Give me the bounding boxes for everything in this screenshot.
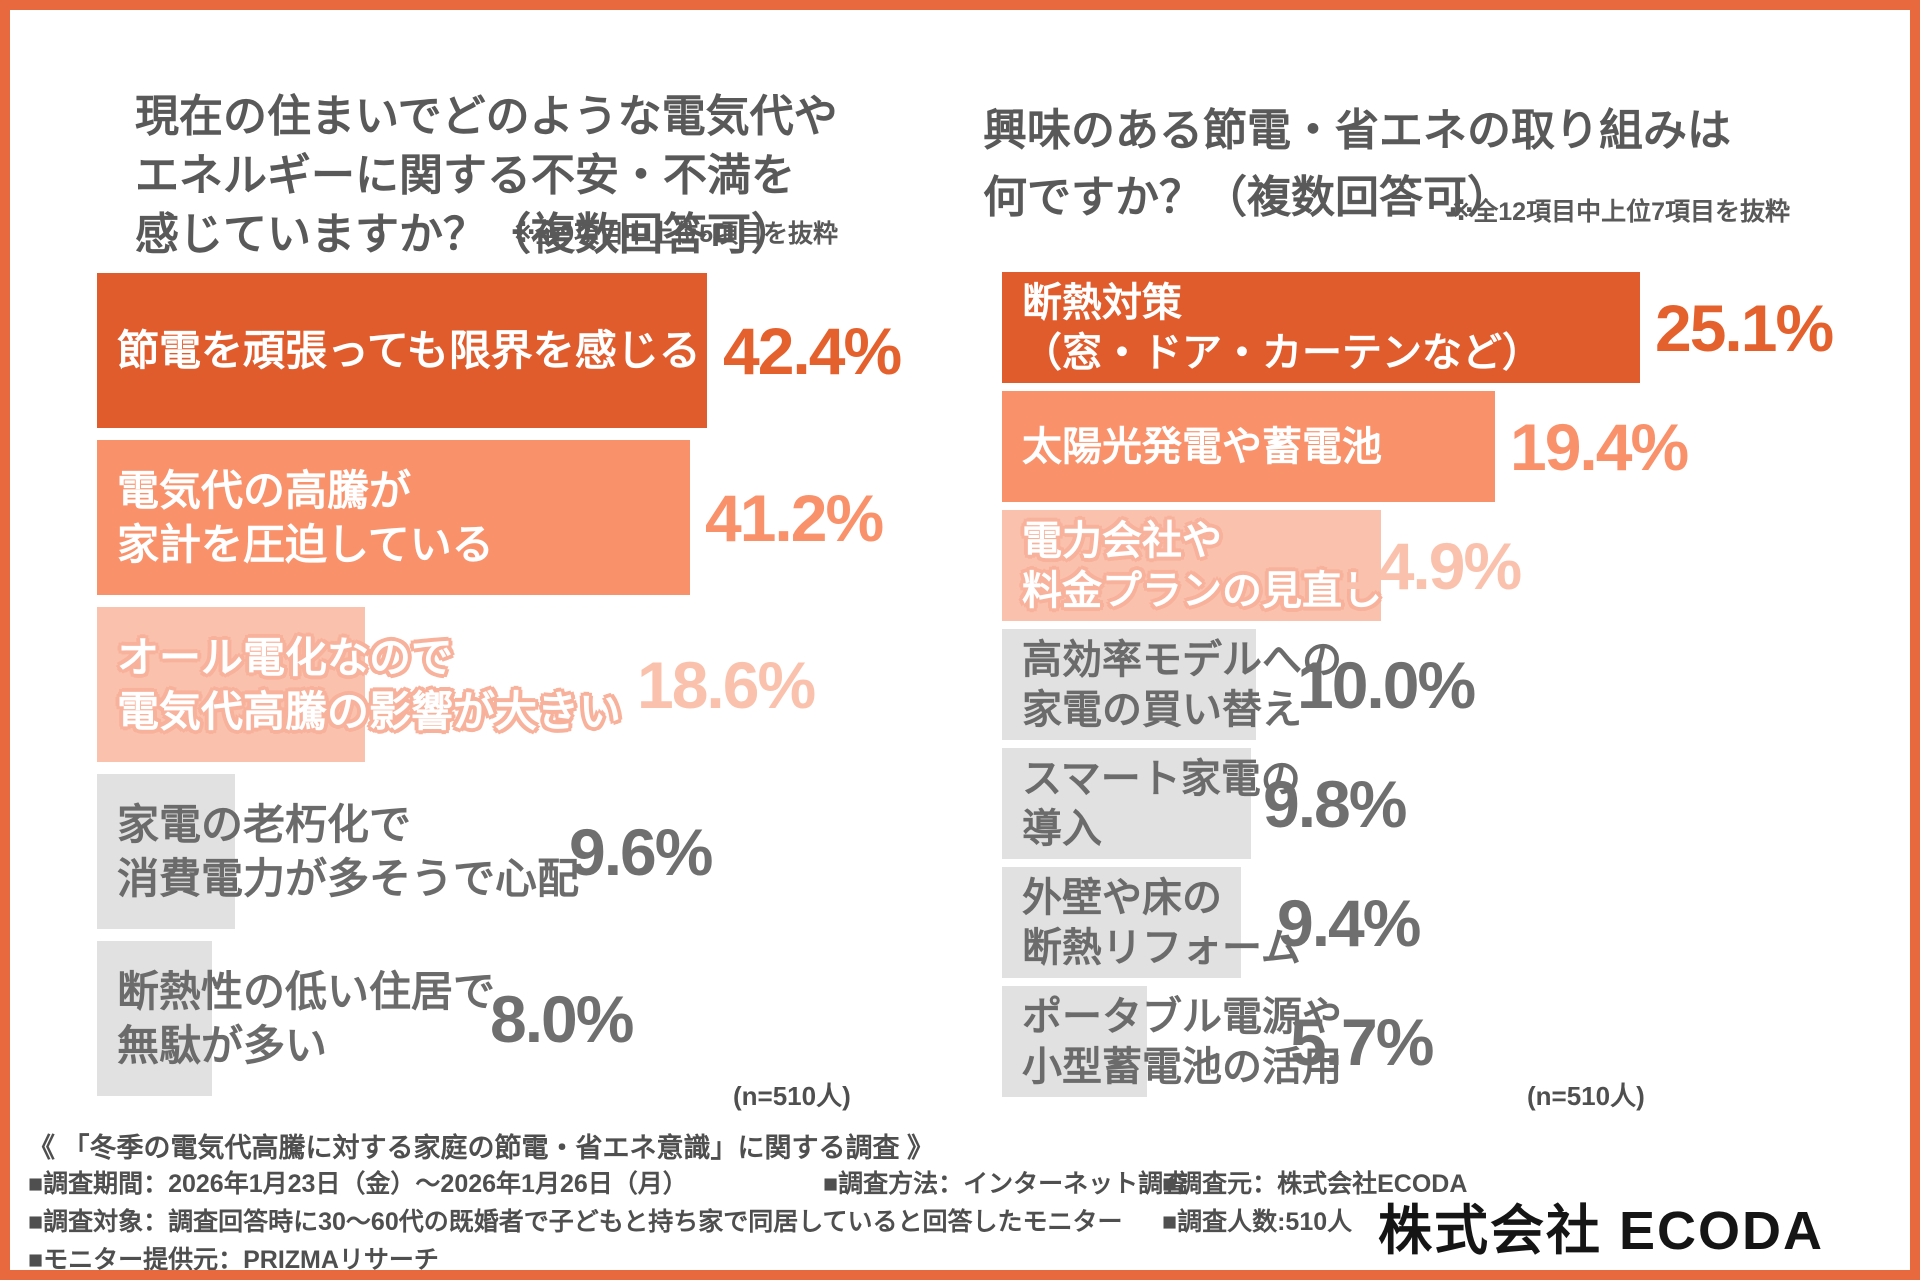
left_chart-bar-row-2: 電気代の高騰が 家計を圧迫している 41.2% [97,440,884,595]
survey-monitor: ■モニター提供元：PRIZMAリサーチ [28,1246,439,1274]
left-chart-bars: 節電を頑張っても限界を感じる 42.4% 電気代の高騰が 家計を圧迫している 41.2%… [97,273,902,1108]
bar-label: 家電の老朽化で 消費電力が多そうで心配 [117,800,580,902]
survey-title: 《 「冬季の電気代高騰に対する家庭の節電・省エネ意識」に関する調査 》 [28,1133,935,1163]
bar-value: 25.1% [1655,290,1834,365]
bar-label: 節電を頑張っても限界を感じる [117,326,701,374]
bar-fill [1002,867,1241,978]
left_chart-bar-row-3: オール電化なので 電気代高騰の影響が大きい 18.6% [97,607,816,762]
bar-label: 高効率モデルへの 家電の買い替え [1022,637,1342,732]
right-title-line1: 興味のある節電・省エネの取り組みは [983,105,1731,155]
left-chart-title: 現在の住まいでどのような電気代や エネルギーに関する不安・不満を 感じていますか… [135,87,838,264]
bar-value: 5.7% [1290,1004,1434,1079]
left-chart-n-label: (n=510人) [733,1081,851,1111]
bar-fill [1002,986,1147,1097]
bar-label: 電力会社や 料金プランの見直し [1022,518,1382,613]
bar-value: 9.8% [1263,766,1407,841]
right-chart-title: 興味のある節電・省エネの取り組みは 何ですか？（複数回答可） [983,97,1731,231]
bar-fill [1002,629,1256,740]
left-title-line2: エネルギーに関する不安・不満を [135,150,795,200]
bar-fill [1002,748,1251,859]
left_chart-bar-row-4: 家電の老朽化で 消費電力が多そうで心配 9.6% [97,774,713,929]
left-chart-note: ※全9項目中上位5項目を抜粋 [510,220,838,248]
bar-value: 42.4% [723,313,902,388]
bar-value: 10.0% [1297,647,1476,722]
right-title-line2: 何ですか？（複数回答可） [983,172,1511,222]
left_chart-bar-row-5: 断熱性の低い住居で 無駄が多い 8.0% [97,941,634,1096]
bar-value: 8.0% [490,981,634,1056]
bar-value: 19.4% [1510,409,1689,484]
right_chart-bar-row-4: 高効率モデルへの 家電の買い替え 10.0% [1002,629,1476,740]
bar-fill [97,273,707,428]
right_chart-bar-row-5: スマート家電の 導入 9.8% [1002,748,1407,859]
right_chart-bar-row-7: ポータブル電源や 小型蓄電池の活用 5.7% [1002,986,1434,1097]
bar-fill [97,941,212,1096]
bar-label: オール電化なので 電気代高騰の影響が大きい [117,633,622,735]
bar-fill [97,440,690,595]
bar-label: 断熱性の低い住居で 無駄が多い [117,967,496,1069]
bar-fill [1002,391,1495,502]
bar-label: 断熱対策 （窓・ドア・カーテンなど） [1022,280,1542,375]
bar-value: 41.2% [705,480,884,555]
bar-label: スマート家電の 導入 [1022,756,1301,851]
right-chart-note: ※全12項目中上位7項目を抜粋 [1448,198,1790,226]
left-title-line3: 感じていますか？（複数回答可） [135,209,795,259]
bar-label: ポータブル電源や 小型蓄電池の活用 [1022,994,1342,1089]
left-title-line1: 現在の住まいでどのような電気代や [135,91,838,141]
survey-source: ■調査元：株式会社ECODA [1162,1170,1468,1198]
survey-target: ■調査対象：調査回答時に30～60代の既婚者で子どもと持ち家で同居していると回答… [28,1208,1123,1236]
right_chart-bar-row-1: 断熱対策 （窓・ドア・カーテンなど） 25.1% [1002,272,1834,383]
bar-label: 太陽光発電や蓄電池 [1022,424,1382,469]
right_chart-bar-row-3: 電力会社や 料金プランの見直し 14.9% [1002,510,1522,621]
right-chart-n-label: (n=510人) [1527,1081,1645,1111]
bar-fill [1002,272,1640,383]
left_chart-bar-row-1: 節電を頑張っても限界を感じる 42.4% [97,273,902,428]
bar-value: 14.9% [1343,528,1522,603]
bar-value: 18.6% [637,647,816,722]
survey-period: ■調査期間：2026年1月23日（金）～2026年1月26日（月） [28,1170,688,1198]
bar-label: 電気代の高騰が 家計を圧迫している [117,466,494,568]
survey-method: ■調査方法：インターネット調査 [823,1170,1189,1198]
right-chart-bars: 断熱対策 （窓・ドア・カーテンなど） 25.1% 太陽光発電や蓄電池 19.4% 電力会社… [1002,272,1834,1105]
bar-value: 9.4% [1277,885,1421,960]
bar-value: 9.6% [569,814,713,889]
bar-label: 外壁や床の 断熱リフォーム [1022,875,1301,970]
bar-fill [97,607,365,762]
company-logo: 株式会社 ECODA [1378,1201,1825,1261]
bar-fill [1002,510,1381,621]
right_chart-bar-row-6: 外壁や床の 断熱リフォーム 9.4% [1002,867,1421,978]
right_chart-bar-row-2: 太陽光発電や蓄電池 19.4% [1002,391,1689,502]
survey-count: ■調査人数:510人 [1162,1208,1353,1236]
bar-fill [97,774,235,929]
